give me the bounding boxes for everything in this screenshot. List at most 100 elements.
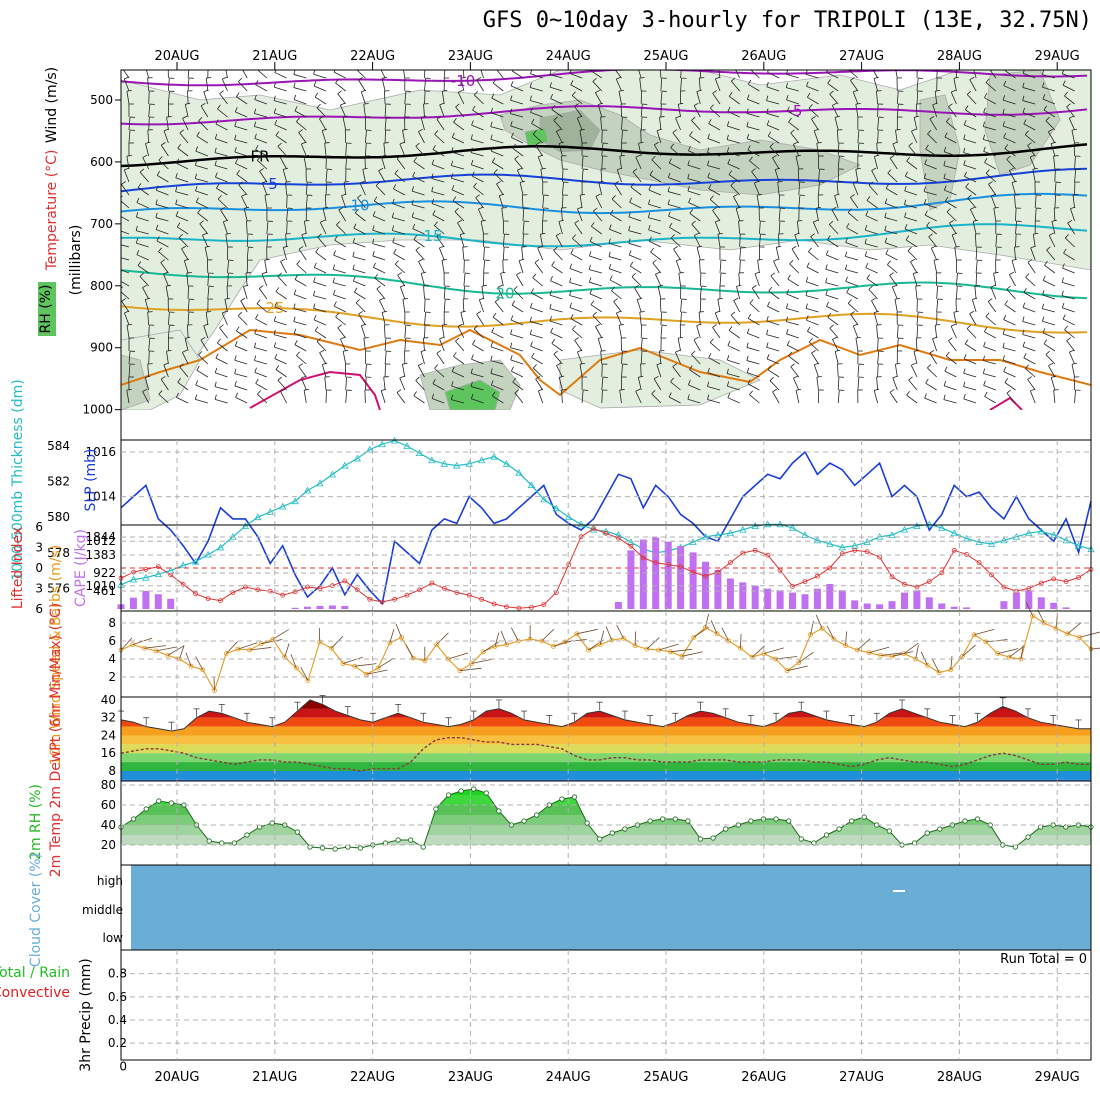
wind-barb-10m: [932, 658, 940, 673]
wind-barb-flag: [176, 158, 179, 164]
wind-barb-flag: [142, 284, 148, 288]
wind-barb: [778, 208, 781, 222]
wind-barb-flag: [904, 224, 908, 230]
wind-barb: [432, 383, 445, 391]
wind-speed-point: [866, 650, 872, 656]
wind-barb: [576, 117, 583, 131]
wind-barb: [537, 247, 544, 261]
wind-barb: [236, 330, 248, 339]
wind-barb-flag: [853, 323, 859, 327]
wind-barb-flag: [1003, 80, 1007, 86]
wind-barb: [1068, 351, 1075, 365]
wind-barb: [963, 372, 977, 378]
thickness-point: [962, 534, 971, 542]
wind-barb: [148, 350, 150, 365]
wind-barb-flag: [991, 193, 997, 197]
wind-barb-flag: [301, 375, 307, 379]
wind-barb: [175, 191, 189, 196]
wind-barb-flag: [865, 262, 869, 268]
wind-barb: [336, 224, 346, 235]
wind-barb-flag: [853, 89, 858, 93]
wind-barb: [219, 93, 228, 105]
wind-barb: [591, 226, 603, 235]
wind-barb-flag: [983, 107, 986, 113]
wind-barb-flag: [736, 206, 742, 209]
wind-barb-flag: [372, 225, 375, 231]
li-point: [790, 584, 795, 589]
wind-barb-flag: [413, 235, 418, 240]
wind-barb: [788, 121, 800, 131]
wind-barb: [121, 280, 130, 287]
wind-barb: [453, 121, 465, 131]
wind-barb: [471, 398, 484, 404]
wind-barb: [434, 225, 445, 235]
wind-barb: [160, 144, 169, 157]
wind-barb-flag: [195, 185, 198, 191]
wind-barb: [795, 390, 800, 404]
wind-barb: [1062, 84, 1075, 92]
wind-barb-flag: [121, 181, 126, 185]
wind-barb: [418, 131, 425, 144]
wind-barb: [709, 342, 721, 352]
wind-barb: [234, 125, 248, 131]
wind-barb-flag: [439, 102, 445, 106]
wind-barb: [471, 164, 484, 170]
wind-barb: [1014, 247, 1016, 261]
wind-barb-flag: [775, 167, 781, 170]
wind-barb: [873, 156, 878, 170]
wind-barb-flag: [728, 326, 733, 331]
wind-barb: [926, 225, 937, 235]
wind-barb: [876, 143, 878, 157]
wind-barb-flag: [577, 349, 583, 353]
wind-barb: [491, 331, 504, 339]
wind-barb: [727, 373, 740, 378]
wind-barb: [168, 78, 170, 92]
wind-barb-flag: [648, 199, 651, 205]
wind-barb-flag: [332, 264, 335, 270]
wind-barb-flag: [639, 311, 645, 313]
wind-barb-flag: [670, 143, 675, 148]
wind-barb: [946, 211, 957, 222]
wind-barb-flag: [137, 261, 142, 266]
wind-barb: [451, 177, 465, 183]
wind-barb-flag: [709, 104, 714, 109]
wind-barb-flag: [1050, 141, 1057, 144]
wind-barb: [749, 394, 760, 404]
wind-barb: [184, 338, 189, 352]
wind-barb-10m: [1008, 646, 1024, 658]
rh-point: [848, 818, 855, 824]
wind-barb: [1053, 390, 1056, 404]
wind-barb: [649, 174, 662, 183]
rh-point: [471, 786, 477, 792]
wind-barb: [198, 354, 209, 365]
wind-barb: [691, 120, 701, 131]
li-point: [964, 552, 969, 557]
wind-barb-flag: [715, 219, 721, 223]
wind-barb: [850, 197, 859, 209]
wind-barb-flag: [1064, 91, 1068, 97]
wind-barb-flag: [1066, 103, 1071, 108]
wind-barb-flag: [659, 350, 665, 352]
wind-barb: [1030, 247, 1036, 261]
wind-barb: [199, 223, 209, 235]
wind-barb-flag: [451, 147, 454, 153]
wind-barb: [916, 324, 919, 339]
wind-barb-flag: [687, 394, 690, 400]
wind-barb: [825, 294, 839, 300]
slp-tick: 1016: [85, 445, 116, 459]
wind-barb-flag: [553, 246, 558, 251]
wind-barb-flag: [436, 350, 442, 354]
wind-barb: [589, 281, 602, 287]
wind-barb-10m: [787, 665, 808, 672]
cape-bar: [1025, 590, 1033, 609]
wind-barb: [413, 395, 425, 404]
wind-speed-point: [960, 653, 965, 659]
wind-barb: [736, 286, 741, 300]
wind-barb: [492, 161, 504, 170]
wind-barb-flag: [609, 224, 612, 230]
wind-barb: [569, 307, 583, 313]
wind-barb-flag: [332, 277, 335, 283]
wind-barb: [431, 164, 445, 170]
wind-barb: [936, 286, 938, 300]
wind-barb-flag: [549, 82, 552, 88]
